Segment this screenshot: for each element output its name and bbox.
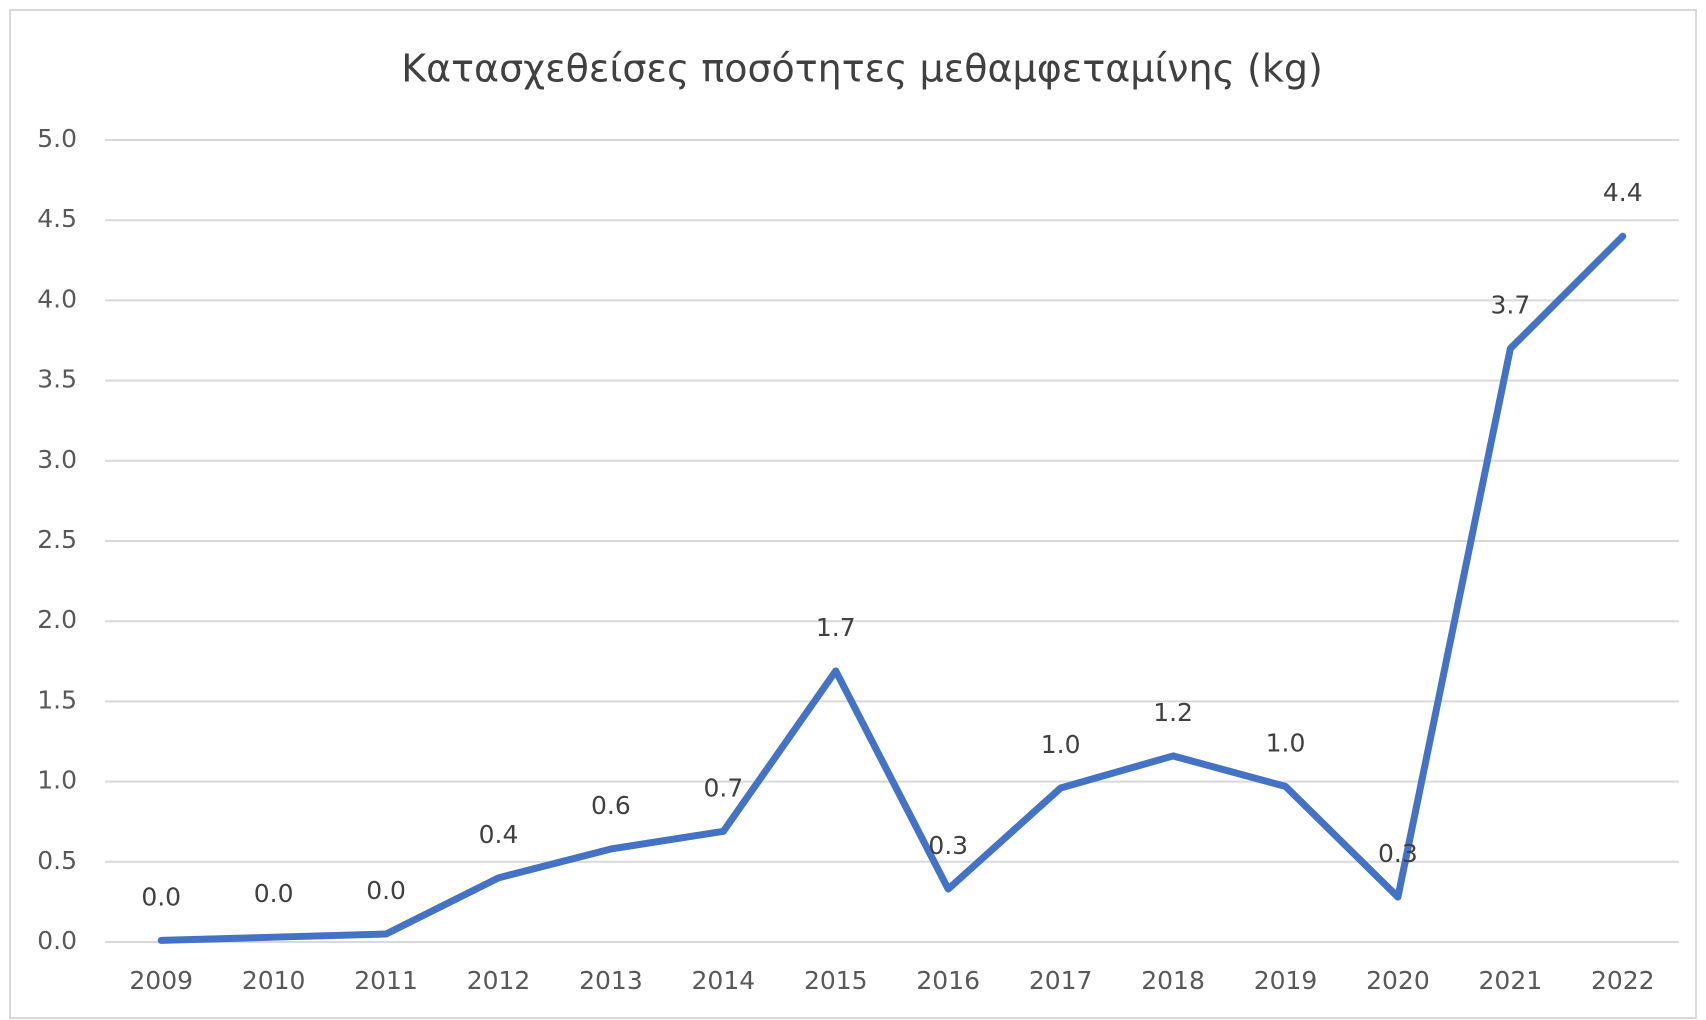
chart-border — [9, 9, 1697, 1019]
x-tick-label: 2018 — [1141, 966, 1205, 995]
x-tick-label: 2013 — [579, 966, 643, 995]
y-tick-label: 3.0 — [37, 445, 77, 474]
y-tick-label: 0.5 — [37, 846, 77, 875]
data-label: 3.7 — [1490, 291, 1530, 320]
data-label: 0.6 — [591, 791, 631, 820]
y-tick-label: 2.5 — [37, 525, 77, 554]
y-tick-label: 1.5 — [37, 685, 77, 714]
x-tick-label: 2011 — [354, 966, 418, 995]
x-tick-label: 2020 — [1366, 966, 1430, 995]
x-tick-label: 2017 — [1029, 966, 1093, 995]
y-tick-label: 5.0 — [37, 124, 77, 153]
x-tick-label: 2009 — [129, 966, 193, 995]
x-tick-label: 2010 — [242, 966, 306, 995]
y-tick-label: 3.5 — [37, 365, 77, 394]
data-label: 1.0 — [1266, 728, 1306, 757]
y-tick-label: 1.0 — [37, 766, 77, 795]
data-label: 1.2 — [1153, 698, 1193, 727]
data-label: 4.4 — [1603, 178, 1643, 207]
y-tick-label: 0.0 — [37, 926, 77, 955]
x-tick-label: 2012 — [467, 966, 531, 995]
x-tick-label: 2019 — [1254, 966, 1318, 995]
data-label: 0.4 — [479, 820, 519, 849]
x-tick-label: 2021 — [1479, 966, 1543, 995]
x-tick-label: 2016 — [916, 966, 980, 995]
data-label: 0.0 — [366, 876, 406, 905]
x-tick-label: 2022 — [1591, 966, 1655, 995]
data-label: 1.0 — [1041, 730, 1081, 759]
data-label: 1.7 — [816, 613, 856, 642]
y-tick-label: 4.0 — [37, 284, 77, 313]
data-label: 0.7 — [703, 773, 743, 802]
chart-title: Κατασχεθείσες ποσότητες μεθαμφεταμίνης (… — [401, 47, 1323, 91]
y-tick-label: 4.5 — [37, 204, 77, 233]
x-tick-label: 2014 — [692, 966, 756, 995]
data-line — [157, 232, 1627, 944]
data-label: 0.0 — [141, 882, 181, 911]
data-label: 0.3 — [1378, 839, 1418, 868]
y-tick-label: 2.0 — [37, 605, 77, 634]
x-tick-label: 2015 — [804, 966, 868, 995]
data-label: 0.0 — [254, 879, 294, 908]
data-label: 0.3 — [928, 831, 968, 860]
